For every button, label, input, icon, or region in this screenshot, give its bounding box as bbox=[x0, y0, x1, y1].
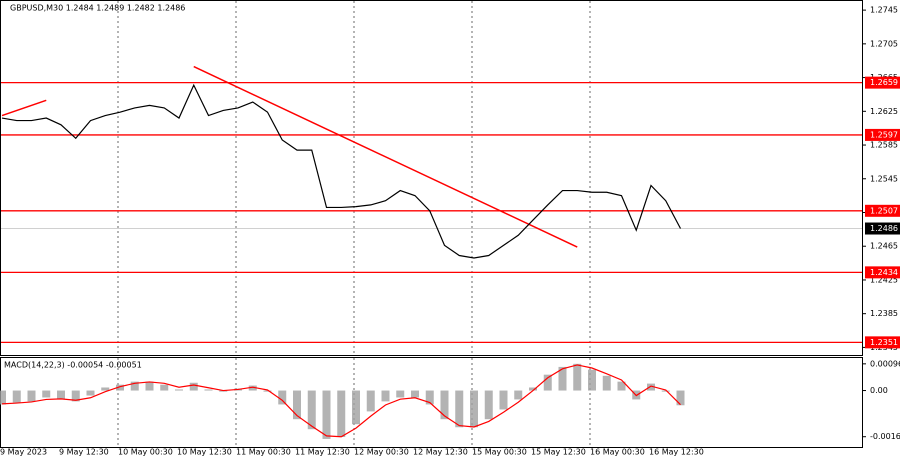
histogram-bar bbox=[160, 384, 169, 391]
histogram-bar bbox=[661, 390, 670, 392]
histogram-bar bbox=[440, 390, 449, 420]
x-tick-label: 15 May 12:30 bbox=[531, 448, 586, 457]
y-tick-label: 1.2545 bbox=[870, 174, 898, 183]
histogram-bar bbox=[0, 390, 6, 405]
histogram-bar bbox=[529, 387, 537, 391]
histogram-bar bbox=[175, 389, 183, 391]
histogram-bar bbox=[588, 369, 596, 391]
histogram-bar bbox=[337, 390, 346, 437]
histogram-bar bbox=[293, 390, 301, 420]
signal-line bbox=[1, 364, 681, 438]
trend-line bbox=[1, 99, 47, 117]
histogram-bar bbox=[381, 390, 390, 402]
trend-line bbox=[193, 65, 578, 248]
histogram-bar bbox=[322, 390, 331, 439]
level-label: 1.2434 bbox=[870, 268, 898, 277]
y-tick-label: 1.2745 bbox=[870, 6, 898, 15]
y-tick-label: 1.2385 bbox=[870, 309, 898, 318]
histogram-bar bbox=[470, 390, 478, 428]
price-panel bbox=[0, 0, 863, 356]
x-tick-label: 9 May 2023 bbox=[0, 448, 47, 457]
x-tick-label: 11 May 00:30 bbox=[236, 448, 291, 457]
level-label: 1.2597 bbox=[870, 130, 898, 139]
histogram-bar bbox=[86, 390, 95, 396]
histogram-bar bbox=[307, 390, 316, 430]
histogram-bar bbox=[27, 390, 36, 402]
histogram-bar bbox=[602, 375, 611, 391]
x-tick-label: 9 May 12:30 bbox=[59, 448, 109, 457]
x-tick-label: 10 May 00:30 bbox=[118, 448, 173, 457]
x-tick-label: 12 May 12:30 bbox=[413, 448, 468, 457]
y-tick-label: 0.00 bbox=[870, 386, 888, 395]
level-label-box bbox=[865, 336, 900, 349]
level-label-box bbox=[865, 76, 900, 89]
last-price-label: 1.2486 bbox=[870, 224, 898, 233]
histogram-bar bbox=[499, 390, 508, 410]
x-tick-label: 16 May 00:30 bbox=[590, 448, 645, 457]
histogram-bar bbox=[396, 390, 405, 398]
histogram-bar bbox=[647, 383, 655, 391]
indicator-title: MACD(14,22,3) -0.00054 -0.00051 bbox=[4, 361, 142, 370]
histogram-bar bbox=[204, 389, 213, 391]
histogram-bar bbox=[484, 390, 493, 420]
histogram-bar bbox=[130, 381, 139, 391]
x-tick-label: 15 May 00:30 bbox=[472, 448, 527, 457]
histogram-bar bbox=[12, 390, 21, 403]
level-label-box bbox=[865, 266, 900, 279]
histogram-bar bbox=[352, 390, 360, 425]
histogram-bar bbox=[455, 390, 464, 428]
histogram-bar bbox=[116, 384, 124, 391]
histogram-bar bbox=[248, 385, 257, 391]
histogram-bar bbox=[366, 390, 375, 412]
histogram-bar bbox=[573, 363, 582, 391]
histogram-bar bbox=[42, 390, 51, 398]
histogram-bar bbox=[189, 382, 198, 391]
histogram-bar bbox=[71, 390, 80, 402]
y-tick-label: 1.2425 bbox=[870, 275, 898, 284]
x-tick-label: 12 May 00:30 bbox=[354, 448, 409, 457]
histogram-bar bbox=[263, 390, 272, 392]
y-tick-label: 1.2705 bbox=[870, 39, 898, 48]
chart-title: GBPUSD,M30 1.2484 1.2489 1.2482 1.2486 bbox=[10, 4, 185, 13]
y-tick-label: -0.00166 bbox=[870, 432, 900, 441]
x-tick-label: 11 May 12:30 bbox=[295, 448, 350, 457]
histogram-bar bbox=[278, 390, 287, 405]
y-tick-label: 0.00096 bbox=[870, 359, 900, 368]
histogram-bar bbox=[558, 366, 567, 391]
y-tick-label: 1.2585 bbox=[870, 141, 898, 150]
x-tick-label: 10 May 12:30 bbox=[177, 448, 232, 457]
histogram-bar bbox=[411, 390, 419, 398]
price-line bbox=[1, 83, 682, 259]
histogram-bar bbox=[617, 381, 626, 391]
level-label: 1.2507 bbox=[870, 206, 898, 215]
histogram-bar bbox=[101, 387, 110, 391]
level-label-box bbox=[865, 204, 900, 217]
x-tick-label: 16 May 12:30 bbox=[649, 448, 704, 457]
level-label-box bbox=[865, 128, 900, 141]
histogram-bar bbox=[57, 390, 65, 400]
y-tick-label: 1.2625 bbox=[870, 107, 898, 116]
level-label: 1.2659 bbox=[870, 78, 898, 87]
histogram-bar bbox=[676, 390, 685, 406]
y-tick-label: 1.2465 bbox=[870, 242, 898, 251]
level-label: 1.2351 bbox=[870, 338, 898, 347]
histogram-bar bbox=[514, 390, 523, 400]
histogram-bar bbox=[425, 390, 434, 405]
histogram-bar bbox=[145, 381, 154, 391]
histogram-bar bbox=[543, 374, 552, 391]
last-price-box bbox=[865, 222, 900, 235]
